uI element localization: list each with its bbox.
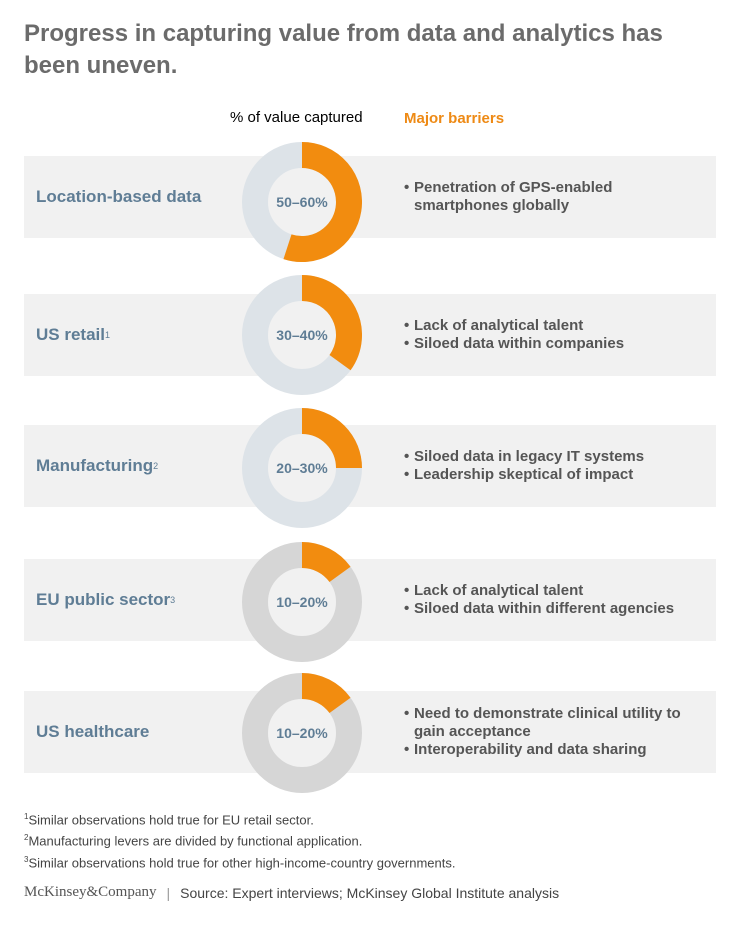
- major-barriers-header: Major barriers: [404, 110, 505, 127]
- row-label-text: EU public sector: [36, 590, 171, 609]
- donut-value-arc: [301, 673, 351, 714]
- barrier-item: • Siloed data in legacy IT systems: [404, 448, 645, 465]
- row-label-footnote: 1: [104, 330, 110, 340]
- row-label: Location-based data: [36, 156, 201, 238]
- row-label-text: US retail: [36, 325, 105, 344]
- donut-value-arc: [283, 142, 362, 262]
- row-label: EU public sector 3: [36, 559, 175, 641]
- row-label: Manufacturing 2: [36, 425, 158, 507]
- source-note: Source: Expert interviews; McKinsey Glob…: [180, 884, 560, 901]
- row-manufacturing: Manufacturing 2 • Siloed data in legacy IT…: [24, 425, 716, 507]
- barrier-item: • Siloed data within companies: [404, 335, 625, 352]
- barrier-item: • Siloed data within different agencies: [404, 600, 675, 617]
- row-label-footnote: 2: [153, 461, 159, 471]
- row-us-retail: US retail 1 • Lack of analytical talent • S…: [24, 294, 716, 376]
- donut-us-healthcare: 10–20%: [242, 673, 362, 793]
- row-eu-public-sector: EU public sector 3 • Lack of analytical ta…: [24, 559, 716, 641]
- row-label: US healthcare: [36, 691, 149, 773]
- donut-value-label: 20–30%: [276, 460, 328, 476]
- barrier-list: • Lack of analytical talent • Siloed data …: [404, 294, 709, 376]
- row-label-text: Location-based data: [36, 187, 202, 206]
- brand-logo: McKinsey&Company: [24, 884, 157, 900]
- footnote-3: 3Similar observations hold true for othe…: [24, 854, 456, 870]
- row-location-based-data: Location-based data • Penetration of GPS-…: [24, 156, 716, 238]
- row-label: US retail 1: [36, 294, 110, 376]
- donut-us-retail: 30–40%: [242, 275, 362, 395]
- donut-eu-public-sector: 10–20%: [242, 542, 362, 662]
- barrier-item: • Interoperability and data sharing: [404, 741, 647, 758]
- barrier-item: • Lack of analytical talent: [404, 317, 584, 334]
- footer-separator: |: [166, 884, 171, 901]
- footnote-2: 2Manufacturing levers are divided by fun…: [24, 833, 363, 849]
- footer: McKinsey&Company | Source: Expert interv…: [24, 884, 714, 901]
- footnotes: 1Similar observations hold true for EU r…: [24, 808, 714, 872]
- donut-value-label: 10–20%: [276, 725, 328, 741]
- donut-value-label: 30–40%: [276, 327, 328, 343]
- barrier-list: • Penetration of GPS-enabled smartphones …: [404, 156, 709, 238]
- row-us-healthcare: US healthcare • Need to demonstrate clini…: [24, 691, 716, 773]
- barrier-item: • Need to demonstrate clinical utility to…: [404, 705, 681, 740]
- barrier-item: • Lack of analytical talent: [404, 582, 584, 599]
- footnote-1: 1Similar observations hold true for EU r…: [24, 812, 314, 828]
- barrier-list: • Siloed data in legacy IT systems • Leade…: [404, 425, 709, 507]
- value-captured-header: % of value captured: [230, 109, 363, 126]
- barrier-list: • Lack of analytical talent • Siloed data …: [404, 559, 709, 641]
- barrier-item: • Penetration of GPS-enabled smartphones …: [404, 179, 613, 214]
- row-label-text: US healthcare: [36, 722, 150, 741]
- donut-value-arc: [301, 408, 362, 469]
- row-label-footnote: 3: [170, 595, 176, 605]
- row-label-text: Manufacturing: [36, 456, 154, 475]
- donut-location-based-data: 50–60%: [242, 142, 362, 262]
- donut-manufacturing: 20–30%: [242, 408, 362, 528]
- donut-value-arc: [301, 542, 351, 583]
- donut-value-label: 10–20%: [276, 594, 328, 610]
- donut-value-arc: [301, 275, 362, 371]
- barrier-item: • Leadership skeptical of impact: [404, 466, 634, 483]
- chart-title: Progress in capturing value from data an…: [24, 20, 663, 79]
- barrier-list: • Need to demonstrate clinical utility to…: [404, 691, 709, 773]
- donut-value-label: 50–60%: [276, 194, 328, 210]
